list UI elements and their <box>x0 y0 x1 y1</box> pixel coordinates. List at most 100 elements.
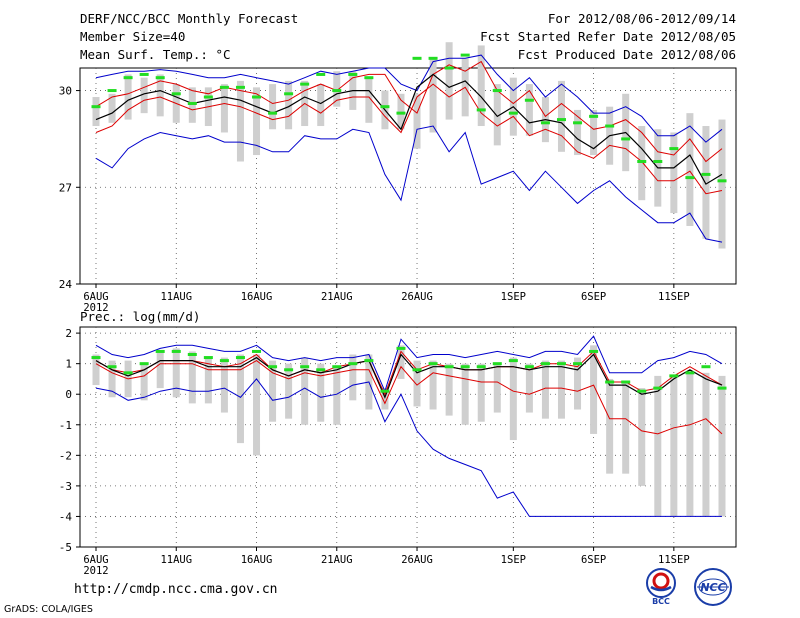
climatology-mark <box>219 359 229 363</box>
x-tick-label: 6SEP <box>581 554 606 566</box>
member-range-box <box>574 357 582 410</box>
climatology-mark <box>492 89 502 93</box>
member-range-box <box>236 80 244 162</box>
climatology-mark <box>621 380 631 384</box>
climatology-mark <box>268 111 278 115</box>
climatology-mark <box>203 356 213 360</box>
climatology-mark <box>219 85 229 89</box>
member-range-box <box>541 360 549 419</box>
member-range-box <box>686 372 694 517</box>
climatology-mark <box>460 53 470 57</box>
member-range-box <box>124 74 132 120</box>
precip-panel-title: Prec.: log(mm/d) <box>80 309 200 324</box>
climatology-mark <box>203 95 213 99</box>
x-tick-label: 16AUG <box>241 291 273 303</box>
climatology-mark <box>187 101 197 105</box>
member-range-box <box>557 360 565 419</box>
member-range-box <box>493 84 501 146</box>
climatology-mark <box>348 72 358 76</box>
x-tick-year-label: 2012 <box>83 302 108 314</box>
member-range-box <box>445 363 453 416</box>
member-range-box <box>654 375 662 517</box>
climatology-mark <box>171 349 181 353</box>
series-upper-line <box>95 350 723 396</box>
member-range-box <box>718 119 726 249</box>
climatology-mark <box>605 124 615 128</box>
y-tick-label: 0 <box>65 388 72 401</box>
member-range-box <box>525 84 533 136</box>
member-range-box <box>156 351 164 389</box>
climatology-mark <box>444 365 454 369</box>
x-tick-label: 11AUG <box>160 291 192 303</box>
member-range-box <box>92 354 100 386</box>
climatology-mark <box>605 380 615 384</box>
member-range-box <box>493 363 501 413</box>
series-max-line <box>95 54 723 143</box>
plot-frame <box>79 326 737 548</box>
climatology-mark <box>123 371 133 375</box>
climatology-mark <box>717 179 727 183</box>
climatology-mark <box>412 56 422 60</box>
member-range-box <box>140 77 148 114</box>
climatology-mark <box>573 362 583 366</box>
y-tick-label: 24 <box>59 278 73 291</box>
member-range-box <box>429 360 437 410</box>
member-range-box <box>333 366 341 425</box>
climatology-mark <box>91 356 101 360</box>
chart-title: DERF/NCC/BCC Monthly Forecast <box>80 11 299 26</box>
member-range-box <box>188 351 196 404</box>
member-range-box <box>622 382 630 474</box>
source-url[interactable]: http://cmdp.ncc.cma.gov.cn <box>74 582 278 597</box>
member-range-box <box>461 363 469 425</box>
climatology-mark <box>508 359 518 363</box>
series-lower-line <box>95 83 723 195</box>
member-range-box <box>108 360 116 398</box>
member-range-box <box>333 71 341 107</box>
member-range-box <box>638 126 646 201</box>
member-range-box <box>574 109 582 156</box>
series-mean-line <box>95 353 723 399</box>
member-range-box <box>253 87 261 156</box>
climatology-mark <box>139 362 149 366</box>
climatology-mark <box>524 98 534 102</box>
climatology-mark <box>332 365 342 369</box>
member-range-box <box>269 360 277 422</box>
climatology-mark <box>589 349 599 353</box>
x-tick-label: 11SEP <box>658 291 690 303</box>
variable-label: Mean Surf. Temp.: °C <box>80 47 231 62</box>
member-range-box <box>477 45 485 127</box>
climatology-mark <box>412 368 422 372</box>
y-tick-label: -2 <box>59 449 72 462</box>
climatology-mark <box>524 365 534 369</box>
member-range-box <box>140 363 148 401</box>
climatology-mark <box>139 72 149 76</box>
x-tick-label: 11SEP <box>658 554 690 566</box>
member-range-box <box>108 93 116 123</box>
member-range-box <box>429 58 437 133</box>
y-tick-label: 2 <box>65 327 72 340</box>
forecast-period: For 2012/08/06-2012/09/14 <box>547 11 736 26</box>
climatology-mark <box>428 56 438 60</box>
member-range-box <box>670 375 678 517</box>
member-range-box <box>92 97 100 127</box>
member-range-box <box>525 363 533 413</box>
climatology-mark <box>316 368 326 372</box>
x-tick-label: 26AUG <box>401 554 433 566</box>
climatology-mark <box>669 374 679 378</box>
member-range-box <box>172 348 180 398</box>
grads-credit: GrADS: COLA/IGES <box>4 604 93 615</box>
y-tick-label: 27 <box>59 181 72 194</box>
member-range-box <box>590 345 598 434</box>
climatology-mark <box>284 92 294 96</box>
member-range-box <box>638 388 646 486</box>
climatology-mark <box>540 362 550 366</box>
member-range-box <box>477 363 485 422</box>
member-range-box <box>365 77 373 123</box>
member-range-box <box>285 80 293 130</box>
ncc-logo: NCC <box>694 568 732 606</box>
climatology-mark <box>284 368 294 372</box>
member-range-box <box>702 126 710 239</box>
climatology-mark <box>621 137 631 141</box>
climatology-mark <box>685 371 695 375</box>
